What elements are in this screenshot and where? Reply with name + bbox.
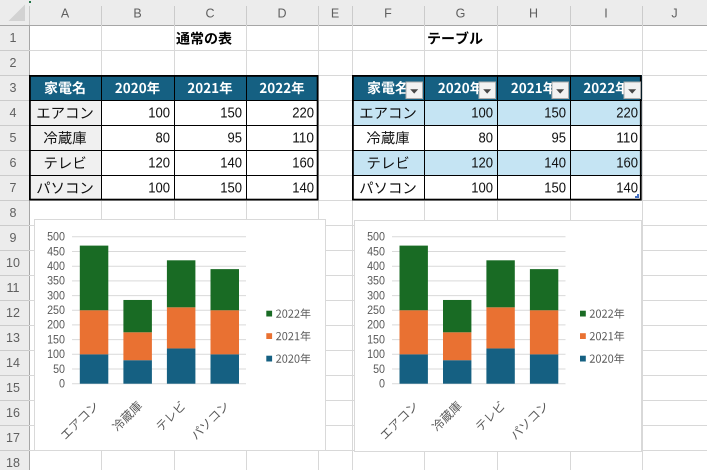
svg-text:450: 450 — [367, 246, 385, 258]
svg-text:220: 220 — [292, 106, 314, 122]
svg-text:100: 100 — [367, 349, 385, 361]
svg-text:80: 80 — [156, 131, 171, 147]
svg-text:150: 150 — [367, 334, 385, 346]
svg-text:J: J — [671, 7, 677, 21]
svg-text:95: 95 — [552, 131, 567, 147]
svg-text:100: 100 — [471, 181, 493, 197]
svg-text:F: F — [384, 7, 392, 21]
svg-text:8: 8 — [10, 206, 17, 220]
svg-text:140: 140 — [544, 156, 566, 172]
svg-text:120: 120 — [471, 156, 493, 172]
svg-text:140: 140 — [616, 181, 638, 197]
svg-text:200: 200 — [367, 320, 385, 332]
svg-text:400: 400 — [367, 261, 385, 273]
svg-text:120: 120 — [148, 156, 170, 172]
svg-text:160: 160 — [292, 156, 314, 172]
svg-text:7: 7 — [10, 181, 17, 195]
svg-text:300: 300 — [367, 290, 385, 302]
svg-text:1: 1 — [10, 31, 17, 45]
svg-text:4: 4 — [10, 106, 17, 120]
svg-text:140: 140 — [292, 181, 314, 197]
svg-text:C: C — [205, 7, 214, 21]
svg-text:18: 18 — [6, 456, 20, 470]
svg-text:150: 150 — [220, 106, 242, 122]
svg-text:10: 10 — [6, 256, 20, 270]
svg-text:2: 2 — [10, 56, 17, 70]
svg-text:110: 110 — [616, 131, 638, 147]
svg-text:95: 95 — [228, 131, 243, 147]
svg-text:50: 50 — [373, 364, 385, 376]
svg-text:13: 13 — [6, 331, 20, 345]
svg-text:350: 350 — [367, 276, 385, 288]
svg-text:3: 3 — [10, 81, 17, 95]
svg-text:100: 100 — [471, 106, 493, 122]
svg-text:5: 5 — [10, 131, 17, 145]
svg-text:350: 350 — [47, 276, 65, 288]
svg-text:100: 100 — [148, 106, 170, 122]
svg-text:12: 12 — [6, 306, 20, 320]
svg-text:14: 14 — [6, 356, 20, 370]
svg-text:100: 100 — [148, 181, 170, 197]
svg-text:11: 11 — [7, 281, 20, 295]
svg-text:0: 0 — [59, 379, 65, 391]
svg-text:50: 50 — [53, 364, 65, 376]
svg-text:250: 250 — [367, 305, 385, 317]
svg-text:200: 200 — [47, 320, 65, 332]
svg-text:160: 160 — [616, 156, 638, 172]
svg-text:220: 220 — [616, 106, 638, 122]
svg-text:E: E — [331, 7, 339, 21]
svg-text:300: 300 — [47, 290, 65, 302]
svg-text:450: 450 — [47, 246, 65, 258]
svg-text:6: 6 — [10, 156, 17, 170]
svg-text:G: G — [456, 7, 466, 21]
svg-text:150: 150 — [220, 181, 242, 197]
svg-text:D: D — [277, 7, 286, 21]
svg-text:80: 80 — [479, 131, 494, 147]
svg-text:150: 150 — [544, 181, 566, 197]
svg-text:140: 140 — [220, 156, 242, 172]
svg-text:500: 500 — [367, 232, 385, 244]
svg-text:17: 17 — [6, 431, 20, 445]
svg-text:B: B — [133, 7, 141, 21]
svg-text:15: 15 — [6, 381, 20, 395]
svg-text:A: A — [61, 7, 70, 21]
svg-text:400: 400 — [47, 261, 65, 273]
svg-text:H: H — [529, 7, 538, 21]
svg-text:0: 0 — [379, 379, 385, 391]
svg-text:500: 500 — [47, 232, 65, 244]
svg-text:I: I — [604, 7, 607, 21]
svg-text:16: 16 — [6, 406, 20, 420]
svg-text:100: 100 — [47, 349, 65, 361]
svg-text:9: 9 — [10, 231, 17, 245]
svg-text:110: 110 — [292, 131, 314, 147]
svg-text:250: 250 — [47, 305, 65, 317]
svg-text:150: 150 — [47, 334, 65, 346]
svg-text:150: 150 — [544, 106, 566, 122]
